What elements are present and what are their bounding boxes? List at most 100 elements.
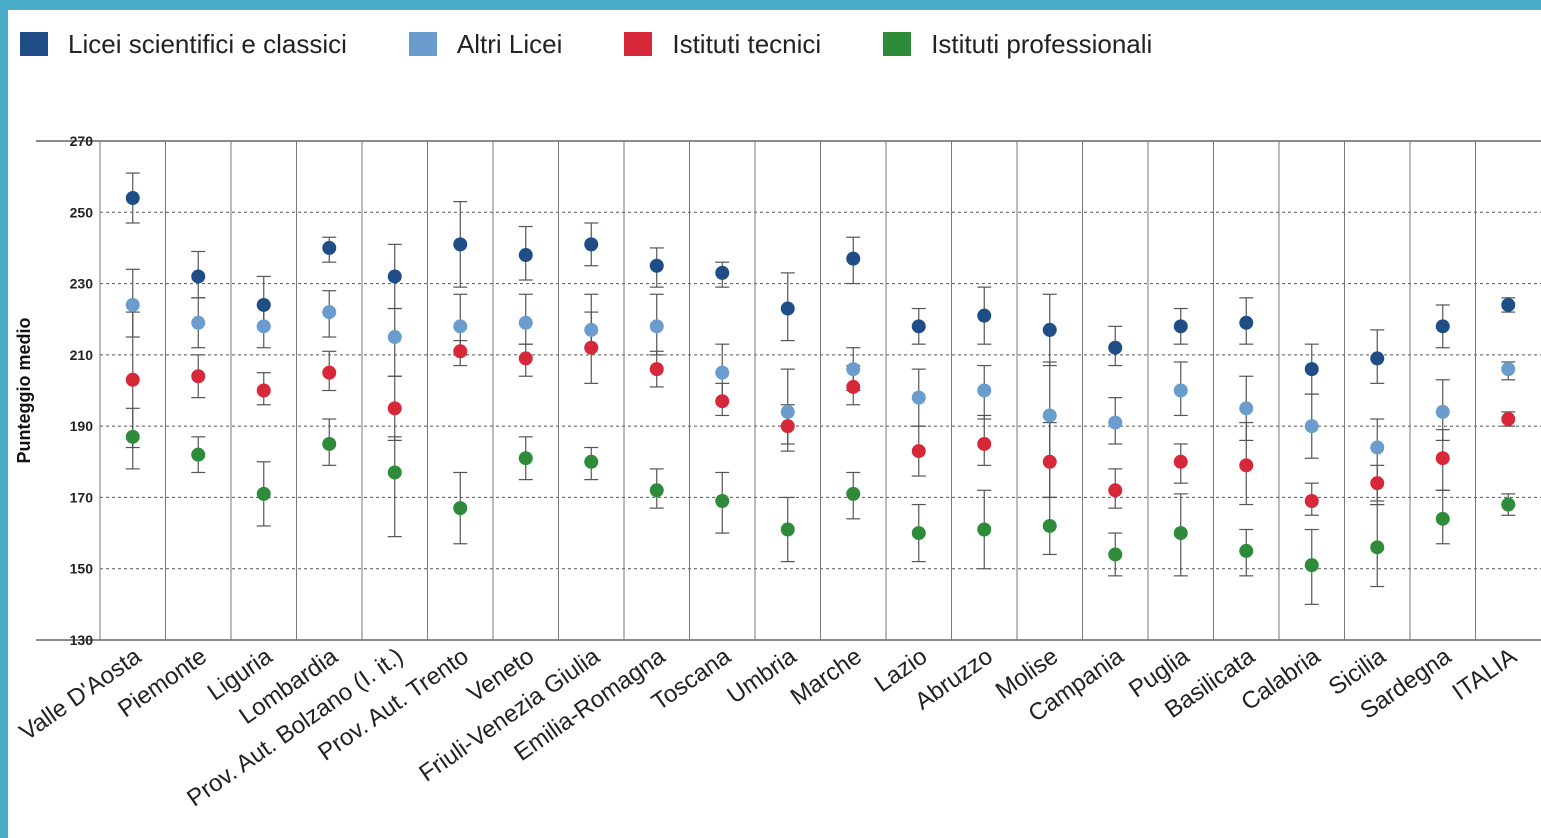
legend-swatch	[408, 32, 437, 56]
data-point	[911, 319, 926, 334]
data-point	[1370, 440, 1385, 455]
data-point	[1239, 401, 1254, 416]
data-point	[191, 447, 206, 462]
legend-swatch	[883, 32, 912, 56]
data-point	[322, 436, 337, 451]
data-point	[453, 237, 468, 252]
legend-swatch	[20, 32, 48, 56]
data-point	[1501, 412, 1516, 427]
data-point	[322, 365, 337, 380]
data-point	[715, 493, 730, 508]
data-point	[1108, 483, 1123, 498]
data-point	[125, 429, 140, 444]
data-point	[1501, 362, 1516, 377]
data-point	[1042, 322, 1057, 337]
y-tick-label: 270	[70, 133, 94, 149]
data-point	[846, 251, 861, 266]
error-bar	[387, 436, 402, 538]
data-point	[715, 265, 730, 280]
data-point	[1435, 404, 1450, 419]
data-point	[780, 404, 795, 419]
y-tick-label: 130	[70, 632, 94, 648]
data-point	[387, 465, 402, 480]
data-point	[911, 390, 926, 405]
y-axis-label: Punteggio medio	[14, 318, 34, 464]
legend-swatch	[624, 32, 653, 56]
data-point	[191, 369, 206, 384]
data-point	[191, 269, 206, 284]
data-point	[1042, 408, 1057, 423]
data-point	[1042, 518, 1057, 533]
data-point	[911, 526, 926, 541]
data-point	[518, 351, 533, 366]
data-point	[1435, 319, 1450, 334]
legend-label: Altri Licei	[456, 28, 563, 59]
data-point	[453, 344, 468, 359]
legend-item: Istituti professionali	[883, 29, 1152, 60]
data-point	[1304, 493, 1319, 508]
data-point	[584, 454, 599, 469]
data-point	[1501, 297, 1516, 312]
legend-label: Istituti professionali	[931, 28, 1153, 59]
data-point	[584, 237, 599, 252]
data-point	[1108, 415, 1123, 430]
data-point	[1108, 340, 1123, 355]
data-point	[649, 483, 664, 498]
y-tick-label: 150	[70, 561, 94, 577]
data-point	[125, 372, 140, 387]
data-point	[256, 383, 271, 398]
y-tick-label: 250	[70, 204, 94, 220]
data-point	[977, 308, 992, 323]
data-point	[649, 319, 664, 334]
data-point	[780, 522, 795, 537]
data-point	[322, 240, 337, 255]
data-point	[715, 365, 730, 380]
data-point	[1501, 497, 1516, 512]
data-point	[846, 486, 861, 501]
data-point	[846, 362, 861, 377]
data-point	[649, 258, 664, 273]
x-tick-label: Marche	[786, 643, 867, 711]
data-point	[715, 394, 730, 409]
x-tick-label: ITALIA	[1448, 643, 1522, 706]
x-tick-label: Umbria	[722, 642, 801, 709]
y-tick-label: 210	[70, 347, 94, 363]
data-point	[1239, 458, 1254, 473]
data-point	[256, 297, 271, 312]
data-point	[1173, 526, 1188, 541]
legend-item: Istituti tecnici	[624, 29, 821, 60]
data-point	[256, 486, 271, 501]
data-point	[387, 330, 402, 345]
data-point	[387, 401, 402, 416]
data-point	[584, 340, 599, 355]
data-point	[1173, 383, 1188, 398]
legend-item: Licei scientifici e classici	[20, 29, 347, 60]
y-tick-label: 190	[70, 418, 94, 434]
data-point	[1304, 558, 1319, 573]
data-point	[191, 315, 206, 330]
data-point	[1108, 547, 1123, 562]
data-point	[1435, 511, 1450, 526]
data-point	[387, 269, 402, 284]
data-point	[977, 383, 992, 398]
data-point	[453, 319, 468, 334]
data-point	[1370, 476, 1385, 491]
data-point	[1370, 351, 1385, 366]
data-point	[518, 315, 533, 330]
legend-item: Altri Licei	[408, 28, 563, 60]
data-point	[125, 297, 140, 312]
y-tick-label: 230	[70, 276, 94, 292]
legend-label: Istituti tecnici	[672, 28, 822, 59]
legend: Licei scientifici e classici Altri Licei I…	[20, 28, 1214, 60]
data-point	[780, 301, 795, 316]
data-point	[453, 501, 468, 516]
data-point	[518, 451, 533, 466]
data-point	[1370, 540, 1385, 555]
data-point	[977, 436, 992, 451]
data-point	[322, 305, 337, 320]
data-point	[977, 522, 992, 537]
data-point	[780, 419, 795, 434]
data-point	[1042, 454, 1057, 469]
data-point	[1173, 319, 1188, 334]
